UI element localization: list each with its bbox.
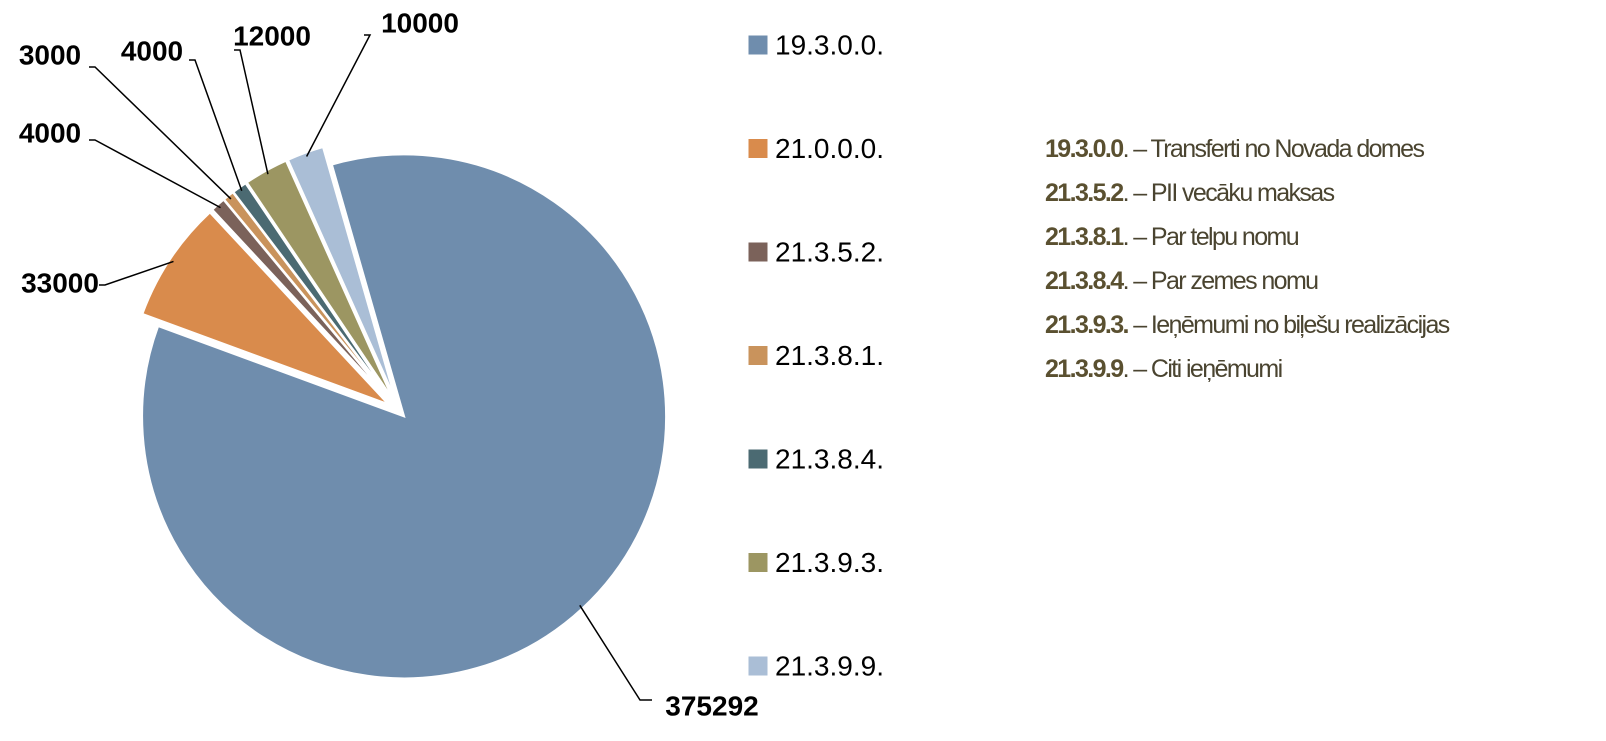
pie-slice (141, 210, 390, 406)
note: 21.3.9.9. – Citi ieņēmumi (1045, 355, 1282, 383)
legend-label: 21.3.9.9. (775, 650, 884, 681)
note-code: 19.3.0.0 (1045, 135, 1123, 163)
leader-line (89, 66, 232, 200)
note-text: – Ieņēmumi no biļešu realizācijas (1128, 311, 1450, 339)
note-text: . – Par telpu nomu (1123, 223, 1299, 251)
note: 21.3.9.3. – Ieņēmumi no biļešu realizāci… (1045, 311, 1450, 339)
data-label: 4000 (121, 35, 183, 66)
legend-swatch (747, 241, 769, 263)
legend-label: 21.3.9.3. (775, 547, 884, 578)
data-label: 4000 (19, 117, 81, 148)
note-code: 21.3.8.4 (1045, 267, 1124, 295)
note-text: . – Par zemes nomu (1123, 267, 1319, 295)
note-code: 21.3.9.3. (1045, 311, 1129, 339)
pie-slice (286, 145, 397, 400)
note-text: . – Transferti no Novada domes (1123, 135, 1425, 163)
legend-label: 21.3.8.1. (775, 340, 884, 371)
legend-label: 19.3.0.0. (775, 29, 884, 60)
note-text: . – PII vecāku maksas (1123, 179, 1335, 207)
data-label: 10000 (381, 7, 459, 38)
leader-line (234, 49, 269, 175)
legend-label: 21.3.5.2. (775, 236, 884, 267)
note-code: 21.3.9.9 (1045, 355, 1123, 383)
data-label: 12000 (233, 20, 311, 51)
note-code: 21.3.8.1 (1045, 223, 1124, 251)
legend-swatch (747, 345, 769, 366)
legend-swatch (747, 552, 769, 573)
note: 21.3.8.1. – Par telpu nomu (1045, 223, 1299, 251)
legend-label: 21.0.0.0. (775, 133, 884, 164)
data-label: 375292 (665, 690, 758, 721)
legend-swatch (747, 34, 769, 56)
legend-swatch (747, 138, 769, 159)
data-label: 3000 (19, 39, 81, 70)
leader-line (89, 139, 221, 209)
pie-slice (232, 181, 393, 402)
leader-line (305, 34, 372, 157)
legend-swatch (747, 448, 769, 470)
note-code: 21.3.5.2 (1045, 179, 1123, 207)
note: 21.3.8.4. – Par zemes nomu (1045, 267, 1318, 295)
note-text: . – Citi ieņēmumi (1123, 355, 1282, 383)
data-label: 33000 (21, 267, 99, 298)
leader-line (189, 59, 243, 192)
legend-swatch (747, 655, 769, 677)
pie-slice (245, 159, 395, 401)
legend-label: 21.3.8.4. (775, 443, 884, 474)
leader-line (99, 260, 174, 286)
note: 21.3.5.2. – PII vecāku maksas (1045, 179, 1335, 207)
note: 19.3.0.0. – Transferti no Novada domes (1045, 135, 1424, 163)
leader-line (579, 604, 652, 701)
